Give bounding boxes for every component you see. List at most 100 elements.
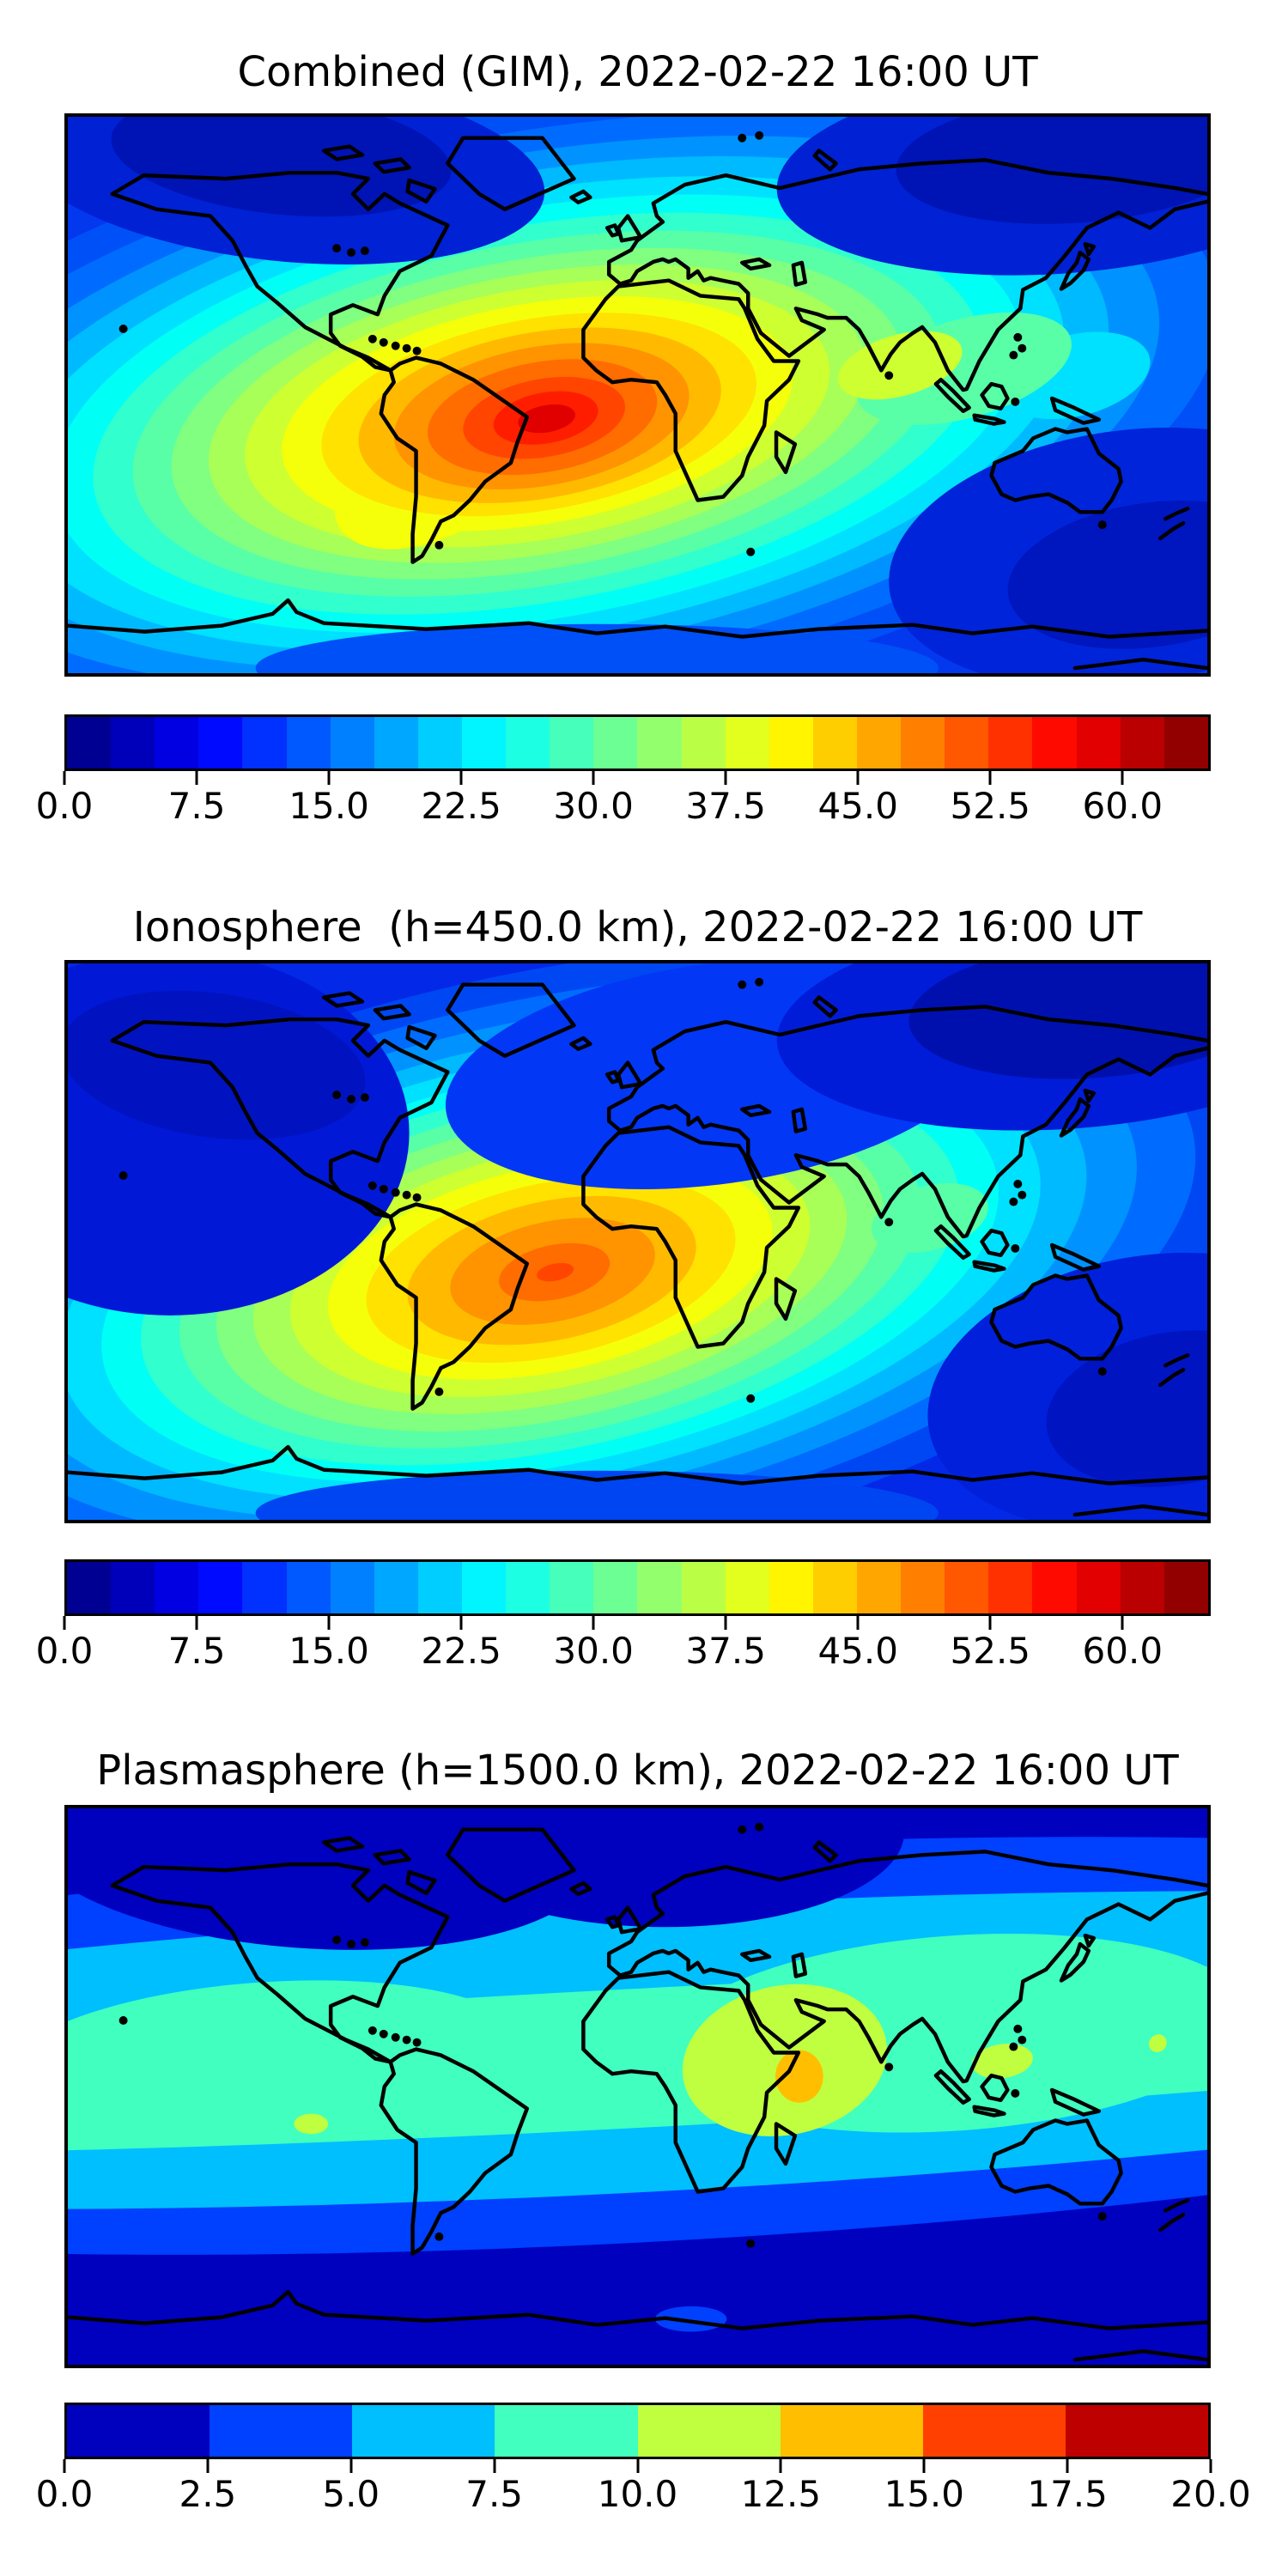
tick-mark bbox=[459, 1616, 463, 1630]
coastline-path bbox=[581, 1125, 801, 1349]
island-dot bbox=[755, 131, 764, 140]
colorbar-segment bbox=[637, 1562, 682, 1613]
contour-band bbox=[426, 1808, 905, 1928]
coastline-path bbox=[1059, 241, 1097, 291]
coastline-path bbox=[606, 158, 1207, 392]
colorbar-segment bbox=[67, 717, 112, 769]
tick-mark bbox=[349, 2459, 353, 2473]
island-dot bbox=[332, 1935, 342, 1945]
island-dot bbox=[402, 1190, 411, 1200]
island-dot bbox=[391, 1188, 400, 1197]
contour-band bbox=[971, 2044, 1033, 2079]
coastline-path bbox=[606, 1850, 1207, 2084]
coastline-path bbox=[606, 1005, 1207, 1239]
tick-label: 0.0 bbox=[35, 785, 94, 827]
coastline-path bbox=[569, 189, 643, 243]
colorbar-segment bbox=[945, 717, 989, 769]
colorbar-segment bbox=[286, 1562, 331, 1613]
island-dot bbox=[360, 1093, 369, 1103]
coastline-path bbox=[933, 1224, 1101, 1273]
colorbar-segment bbox=[506, 717, 550, 769]
island-dot bbox=[1018, 343, 1027, 353]
island-dot bbox=[368, 1181, 377, 1190]
tick-mark bbox=[1066, 2459, 1069, 2473]
colorbar-segment bbox=[67, 1562, 112, 1613]
colorbar-segment bbox=[417, 1562, 462, 1613]
colorbar-segment bbox=[111, 717, 155, 769]
coastline-path bbox=[1059, 1933, 1097, 1983]
island-dot bbox=[884, 371, 894, 380]
coastline-path bbox=[379, 355, 530, 564]
colorbar-segment bbox=[550, 1562, 594, 1613]
colorbar-segment bbox=[769, 717, 813, 769]
tick-mark bbox=[327, 771, 331, 785]
tick-label: 7.5 bbox=[167, 1630, 226, 1672]
coastline-path bbox=[446, 1827, 576, 1903]
island-dot bbox=[379, 2029, 388, 2038]
colorbar-ionosphere-labels: 0.0 7.5 15.0 22.5 30.0 37.5 45.0 52.5 60.0 bbox=[36, 1630, 1211, 1676]
tick-label: 22.5 bbox=[421, 1630, 501, 1672]
colorbar-segment bbox=[1032, 717, 1077, 769]
coastline-path bbox=[321, 144, 838, 204]
island-dot bbox=[402, 343, 411, 353]
island-dot bbox=[434, 540, 444, 550]
coastline-path bbox=[379, 2047, 530, 2256]
island-dot bbox=[738, 1825, 747, 1834]
tick-label: 30.0 bbox=[553, 785, 634, 827]
colorbar-segment bbox=[725, 717, 769, 769]
coastline-path bbox=[1059, 1088, 1097, 1138]
coastline-path bbox=[774, 1277, 798, 1321]
island-dot bbox=[391, 2032, 400, 2042]
island-dot bbox=[1018, 2035, 1027, 2044]
coastline-path bbox=[933, 377, 1101, 426]
island-dot bbox=[1097, 520, 1107, 530]
map-plasmasphere bbox=[64, 1805, 1211, 2368]
island-dot bbox=[118, 325, 128, 333]
contour-band bbox=[68, 1962, 1207, 2155]
tick-label: 15.0 bbox=[289, 785, 369, 827]
coastline-path bbox=[774, 2122, 798, 2166]
colorbar-segment bbox=[1120, 1562, 1164, 1613]
tick-mark bbox=[195, 1616, 198, 1630]
tick-label: 22.5 bbox=[421, 785, 501, 827]
colorbar-combined-labels: 0.0 7.5 15.0 22.5 30.0 37.5 45.0 52.5 60.0 bbox=[36, 785, 1211, 831]
colorbar-segment bbox=[286, 717, 331, 769]
colorbar-segment bbox=[210, 2405, 353, 2457]
tick-mark bbox=[63, 2459, 66, 2473]
coastline-path bbox=[581, 278, 801, 502]
map-combined-gim bbox=[64, 113, 1211, 677]
island-dot bbox=[755, 977, 764, 987]
island-dot bbox=[434, 2232, 444, 2241]
colorbar-segment bbox=[550, 717, 594, 769]
tick-mark bbox=[988, 771, 992, 785]
island-dot bbox=[412, 2038, 422, 2047]
colorbar-segment bbox=[988, 1562, 1033, 1613]
colorbar-segment bbox=[374, 717, 418, 769]
tick-label: 17.5 bbox=[1027, 2473, 1108, 2515]
colorbar-segment bbox=[198, 1562, 243, 1613]
colorbar-segment bbox=[681, 717, 726, 769]
contour-band bbox=[896, 117, 1207, 224]
colorbar-ionosphere-ticks bbox=[63, 1616, 1211, 1631]
tick-mark bbox=[327, 1616, 331, 1630]
tick-mark bbox=[636, 2459, 639, 2473]
colorbar-segment bbox=[901, 1562, 945, 1613]
island-dot bbox=[1011, 397, 1020, 406]
tick-mark bbox=[206, 2459, 210, 2473]
ionosphere-contour-svg bbox=[68, 963, 1207, 1520]
island-dot bbox=[1013, 2024, 1023, 2033]
coastline-path bbox=[446, 982, 576, 1058]
tick-label: 20.0 bbox=[1170, 2473, 1251, 2515]
coastline-path bbox=[740, 1103, 808, 1133]
island-dot bbox=[1013, 1179, 1023, 1188]
contour-band bbox=[1148, 2034, 1167, 2053]
coastline-path bbox=[933, 2069, 1101, 2117]
combined-gim-contour-svg bbox=[68, 117, 1207, 673]
island-dot bbox=[379, 1184, 388, 1194]
coastline-path bbox=[110, 1017, 450, 1219]
colorbar-segment bbox=[922, 2405, 1066, 2457]
contour-band bbox=[68, 1980, 529, 2146]
tick-label: 5.0 bbox=[322, 2473, 380, 2515]
island-dot bbox=[412, 346, 422, 355]
colorbar-segment bbox=[988, 717, 1033, 769]
